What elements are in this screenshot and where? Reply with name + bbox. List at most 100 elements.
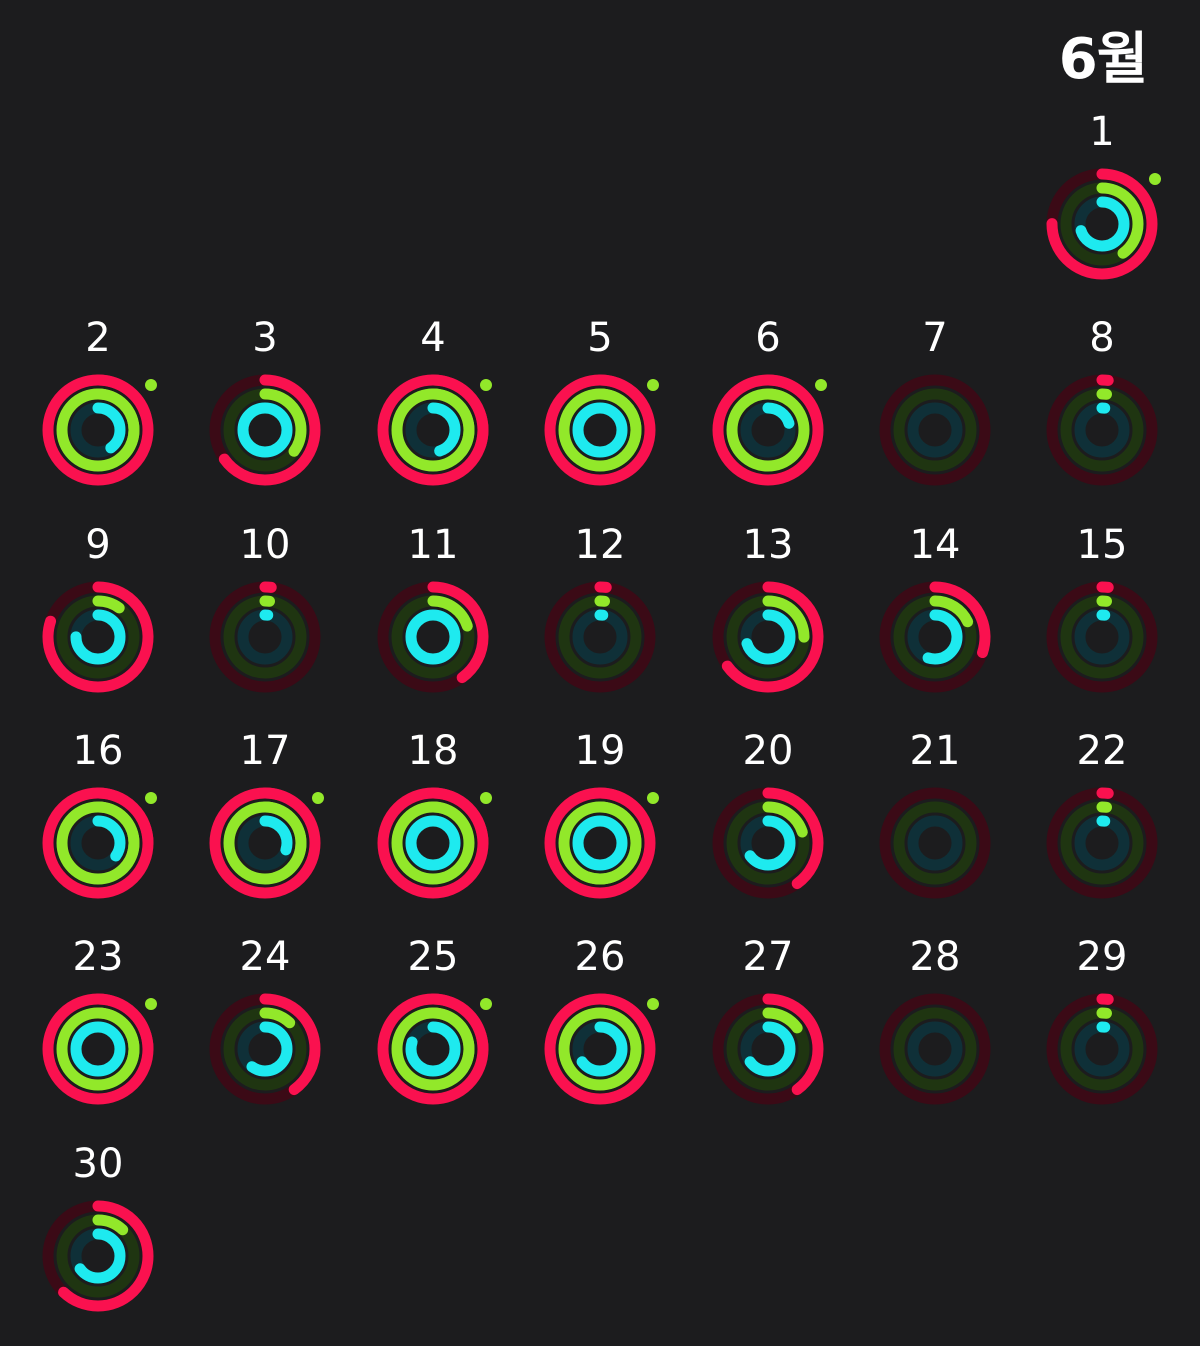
- day-cell[interactable]: 12: [516, 513, 684, 713]
- move-ring-overflow: [377, 993, 489, 1105]
- activity-rings-icon: [377, 787, 489, 899]
- day-number: 25: [407, 934, 459, 980]
- day-cell[interactable]: 7: [851, 306, 1019, 506]
- stand-ring-progress: [405, 402, 461, 458]
- day-number: 23: [72, 934, 124, 980]
- day-cell[interactable]: 20: [684, 719, 852, 919]
- exercise-ring-track: [893, 1007, 977, 1091]
- move-ring-progress: [1046, 787, 1158, 899]
- day-cell[interactable]: 5: [516, 306, 684, 506]
- day-number: 30: [72, 1141, 124, 1187]
- activity-rings-icon: [1046, 168, 1158, 280]
- day-cell[interactable]: 26: [516, 925, 684, 1125]
- day-cell[interactable]: 6: [684, 306, 852, 506]
- exercise-ring-overflow: [56, 801, 140, 885]
- day-cell[interactable]: 28: [851, 925, 1019, 1125]
- exercise-ring-progress: [1060, 1007, 1144, 1091]
- stand-ring-progress: [1074, 196, 1130, 252]
- goal-complete-dot-icon: [815, 379, 827, 391]
- stand-ring-track: [1074, 609, 1130, 665]
- exercise-ring-overflow: [558, 1007, 642, 1091]
- move-ring-progress: [712, 993, 824, 1105]
- stand-ring-progress: [1074, 609, 1130, 665]
- day-number: 14: [909, 522, 961, 568]
- exercise-ring-progress: [1060, 595, 1144, 679]
- exercise-ring-progress: [558, 595, 642, 679]
- stand-ring-progress: [1074, 815, 1130, 871]
- day-cell[interactable]: 18: [349, 719, 517, 919]
- stand-ring-progress: [70, 1228, 126, 1284]
- day-cell[interactable]: 22: [1018, 719, 1186, 919]
- exercise-ring-overflow: [56, 1007, 140, 1091]
- exercise-ring-progress: [726, 595, 810, 679]
- move-ring-overflow: [42, 787, 154, 899]
- activity-rings-icon: [209, 787, 321, 899]
- day-cell[interactable]: 9: [14, 513, 182, 713]
- goal-complete-dot-icon: [1149, 173, 1161, 185]
- day-number: 13: [742, 522, 794, 568]
- stand-ring-track: [907, 815, 963, 871]
- day-cell[interactable]: 24: [181, 925, 349, 1125]
- day-cell[interactable]: 19: [516, 719, 684, 919]
- day-cell[interactable]: 15: [1018, 513, 1186, 713]
- day-number: 28: [909, 934, 961, 980]
- day-cell[interactable]: 30: [14, 1132, 182, 1332]
- day-cell[interactable]: 21: [851, 719, 1019, 919]
- exercise-ring-progress: [1060, 388, 1144, 472]
- day-number: 11: [407, 522, 459, 568]
- day-number: 29: [1076, 934, 1128, 980]
- day-cell[interactable]: 1: [1018, 100, 1186, 300]
- move-ring-progress: [209, 581, 321, 693]
- exercise-ring-progress: [893, 595, 977, 679]
- exercise-ring-progress: [223, 595, 307, 679]
- day-cell[interactable]: 11: [349, 513, 517, 713]
- day-cell[interactable]: 4: [349, 306, 517, 506]
- stand-ring-progress: [405, 815, 461, 871]
- goal-complete-dot-icon: [312, 792, 324, 804]
- day-cell[interactable]: 8: [1018, 306, 1186, 506]
- goal-complete-dot-icon: [145, 998, 157, 1010]
- move-ring-overflow: [544, 374, 656, 486]
- exercise-ring-progress: [391, 595, 475, 679]
- exercise-ring-progress: [223, 388, 307, 472]
- day-cell[interactable]: 27: [684, 925, 852, 1125]
- stand-ring-progress: [1074, 402, 1130, 458]
- month-title: 6월: [1058, 27, 1149, 92]
- exercise-ring-progress: [726, 1007, 810, 1091]
- exercise-ring-overflow: [558, 801, 642, 885]
- day-cell[interactable]: 3: [181, 306, 349, 506]
- exercise-ring-progress: [56, 1214, 140, 1298]
- stand-ring-progress: [70, 609, 126, 665]
- stand-ring-progress: [572, 1021, 628, 1077]
- day-cell[interactable]: 16: [14, 719, 182, 919]
- stand-ring-track: [572, 609, 628, 665]
- exercise-ring-track: [893, 801, 977, 885]
- day-number: 12: [574, 522, 626, 568]
- day-cell[interactable]: 17: [181, 719, 349, 919]
- move-ring-progress: [1046, 581, 1158, 693]
- exercise-ring-progress: [726, 801, 810, 885]
- move-ring-track: [879, 374, 991, 486]
- day-number: 4: [420, 315, 446, 361]
- day-cell[interactable]: 10: [181, 513, 349, 713]
- day-cell[interactable]: 13: [684, 513, 852, 713]
- move-ring-overflow: [544, 993, 656, 1105]
- day-cell[interactable]: 2: [14, 306, 182, 506]
- day-number: 17: [239, 728, 291, 774]
- day-cell[interactable]: 23: [14, 925, 182, 1125]
- activity-rings-icon: [1046, 787, 1158, 899]
- day-cell[interactable]: 29: [1018, 925, 1186, 1125]
- move-ring-progress: [209, 374, 321, 486]
- stand-ring-progress: [740, 402, 796, 458]
- stand-ring-track: [237, 609, 293, 665]
- day-cell[interactable]: 25: [349, 925, 517, 1125]
- activity-rings-icon: [42, 787, 154, 899]
- exercise-ring-progress: [223, 1007, 307, 1091]
- goal-complete-dot-icon: [647, 998, 659, 1010]
- goal-complete-dot-icon: [145, 792, 157, 804]
- stand-ring-progress: [740, 609, 796, 665]
- move-ring-overflow: [712, 374, 824, 486]
- activity-rings-icon: [377, 993, 489, 1105]
- day-cell[interactable]: 14: [851, 513, 1019, 713]
